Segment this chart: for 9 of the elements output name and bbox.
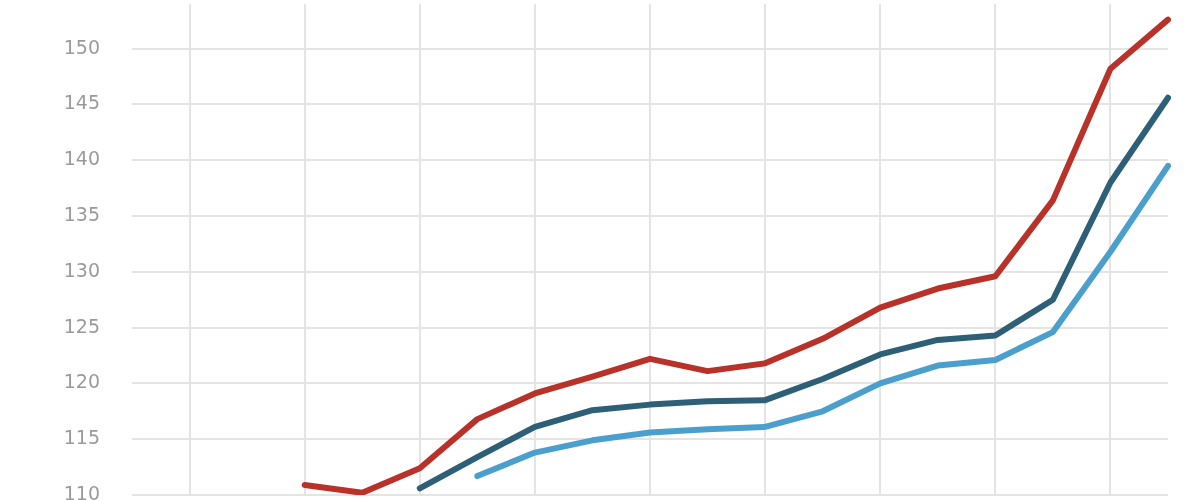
y-tick-label: 135 bbox=[63, 202, 100, 225]
y-tick-label: 130 bbox=[63, 258, 100, 281]
y-tick-label: 140 bbox=[63, 147, 100, 170]
y-tick-label: 110 bbox=[63, 481, 100, 500]
y-tick-label: 115 bbox=[63, 426, 100, 449]
y-tick-label: 125 bbox=[63, 314, 100, 337]
y-tick-label: 150 bbox=[63, 35, 100, 58]
y-tick-label: 145 bbox=[63, 91, 100, 114]
y-tick-label: 120 bbox=[63, 370, 100, 393]
